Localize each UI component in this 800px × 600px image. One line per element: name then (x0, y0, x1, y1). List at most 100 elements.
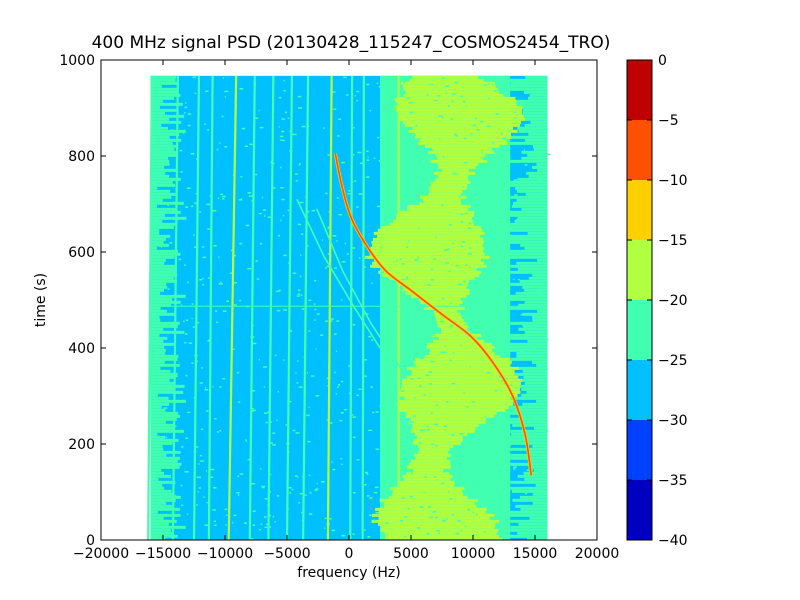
noise-band-cell (402, 288, 470, 292)
speckle-cell (158, 211, 161, 214)
speckle-cell (262, 486, 265, 489)
speckle-cell (184, 471, 189, 473)
noise-cell (521, 150, 548, 154)
speckle-cell (285, 424, 288, 426)
noise-cell (521, 156, 548, 160)
speckle-cell (406, 276, 408, 278)
speckle-cell (546, 430, 549, 432)
noise-cell (150, 513, 181, 517)
noise-cell (150, 156, 169, 160)
noise-cell (150, 138, 182, 142)
speckle-cell (461, 529, 463, 532)
speckle-cell (250, 410, 254, 412)
noise-cell (505, 513, 548, 517)
noise-band-cell (403, 84, 496, 88)
noise-cell (522, 369, 548, 373)
speckle-cell (314, 489, 318, 491)
speckle-cell (334, 267, 338, 269)
noise-cell (505, 234, 548, 238)
noise-band-cell (385, 534, 499, 538)
carrier-line (207, 75, 214, 540)
noise-cell (150, 525, 186, 529)
speckle-cell (264, 215, 266, 217)
speckle-cell (463, 312, 465, 314)
speckle-cell (252, 389, 255, 392)
noise-cell (150, 504, 175, 508)
speckle-cell (278, 96, 282, 99)
speckle-cell (167, 204, 169, 207)
speckle-cell (283, 254, 287, 257)
speckle-cell (188, 342, 193, 344)
speckle-cell (523, 337, 527, 339)
noise-cell (520, 243, 548, 247)
speckle-cell (215, 310, 218, 312)
y-tick-label: 400 (68, 341, 95, 357)
speckle-cell (357, 151, 362, 154)
speckle-cell (168, 386, 173, 389)
speckle-cell (269, 442, 273, 444)
speckle-cell (510, 420, 514, 423)
speckle-cell (441, 520, 446, 522)
noise-cell (500, 519, 548, 523)
colorbar-tick-label: 0 (658, 53, 667, 69)
noise-cell (150, 516, 164, 520)
noise-band-cell (437, 156, 483, 160)
noise-band-cell (411, 372, 515, 376)
speckle-cell (258, 359, 261, 361)
noise-cell (150, 294, 186, 298)
speckle-cell (313, 279, 317, 282)
noise-band-cell (430, 183, 468, 187)
speckle-cell (222, 377, 226, 380)
noise-cell (524, 300, 548, 304)
speckle-cell (452, 352, 454, 354)
speckle-cell (365, 471, 368, 474)
speckle-cell (297, 223, 302, 226)
speckle-cell (203, 496, 205, 498)
speckle-cell (500, 79, 504, 81)
noise-cell (500, 384, 548, 388)
speckle-cell (151, 381, 153, 384)
noise-band-cell (412, 75, 479, 79)
speckle-cell (545, 128, 549, 130)
noise-band-cell (372, 513, 495, 517)
speckle-cell (248, 195, 253, 197)
speckle-cell (222, 310, 227, 312)
speckle-cell (152, 315, 154, 317)
noise-band-cell (394, 96, 516, 100)
speckle-cell (187, 124, 191, 127)
noise-band-cell (373, 231, 485, 235)
noise-band-cell (406, 471, 450, 475)
speckle-cell (245, 439, 247, 441)
noise-cell (150, 186, 158, 190)
noise-cell (150, 147, 175, 151)
noise-cell (537, 309, 548, 313)
speckle-cell (496, 514, 498, 516)
noise-cell (150, 303, 171, 307)
noise-band-cell (403, 93, 504, 97)
speckle-cell (308, 299, 312, 302)
speckle-cell (451, 100, 454, 102)
speckle-cell (423, 394, 426, 396)
speckle-cell (403, 453, 407, 455)
noise-cell (502, 222, 548, 226)
noise-cell (150, 480, 176, 484)
noise-cell (150, 363, 180, 367)
speckle-cell (401, 497, 405, 499)
y-tick-label: 1000 (59, 53, 95, 69)
speckle-cell (401, 452, 404, 454)
speckle-cell (526, 476, 528, 478)
noise-band-cell (436, 321, 467, 325)
noise-cell (150, 435, 166, 439)
speckle-cell (276, 290, 280, 293)
speckle-cell (474, 117, 477, 120)
noise-cell (150, 96, 174, 100)
noise-cell (532, 501, 548, 505)
speckle-cell (178, 139, 181, 141)
speckle-cell (292, 272, 297, 275)
speckle-cell (358, 388, 362, 391)
noise-cell (503, 453, 548, 457)
speckle-cell (327, 226, 330, 228)
speckle-cell (365, 176, 370, 178)
speckle-cell (338, 213, 343, 216)
speckle-cell (315, 488, 319, 490)
